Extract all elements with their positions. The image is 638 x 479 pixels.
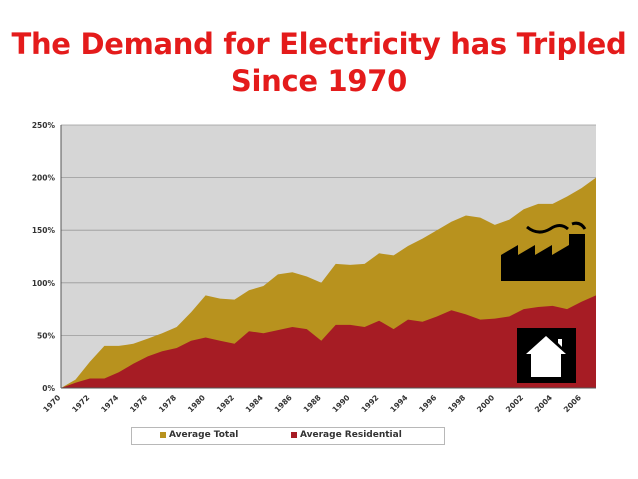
x-tick-label: 1984 [244,393,265,414]
house-icon [517,328,576,383]
x-tick-label: 1994 [388,393,409,414]
slide-title-line-1: The Demand for Electricity has Tripled [11,27,627,61]
x-tick-label: 1992 [359,393,380,414]
x-tick-label: 1970 [41,393,62,414]
series-area-average-residential [61,295,596,388]
legend-swatch-average-residential [291,432,297,438]
slide-title-line-2: Since 1970 [230,64,408,98]
x-tick-label: 1980 [186,393,207,414]
legend-label-average-total: Average Total [169,430,239,440]
legend-label-average-residential: Average Residential [300,430,402,440]
y-tick-label: 50% [37,331,55,340]
x-tick-label: 2000 [475,393,496,414]
x-tick-label: 1976 [128,393,149,414]
factory-icon [501,221,587,281]
y-tick-label: 250% [32,121,56,130]
x-tick-label: 1986 [273,393,294,414]
x-tick-label: 2006 [562,393,583,414]
x-tick-label: 1990 [330,393,351,414]
x-tick-label: 1974 [99,393,120,414]
x-tick-label: 1998 [446,393,467,414]
x-tick-label: 1982 [215,393,236,414]
y-tick-label: 100% [32,279,56,288]
legend-item-average-residential: Average Residential [291,430,402,440]
legend: Average Total Average Residential [131,427,445,445]
y-tick-label: 200% [32,174,56,183]
x-tick-label: 1972 [70,393,91,414]
legend-swatch-average-total [160,432,166,438]
x-tick-label: 1988 [302,393,323,414]
x-tick-label: 2002 [504,393,525,414]
y-tick-label: 0% [42,384,55,393]
x-tick-label: 1996 [417,393,438,414]
y-tick-label: 150% [32,226,56,235]
legend-item-average-total: Average Total [160,430,238,440]
x-tick-label: 2004 [533,393,554,414]
x-tick-label: 1978 [157,393,178,414]
slide-title: The Demand for Electricity has Tripled S… [0,26,638,100]
